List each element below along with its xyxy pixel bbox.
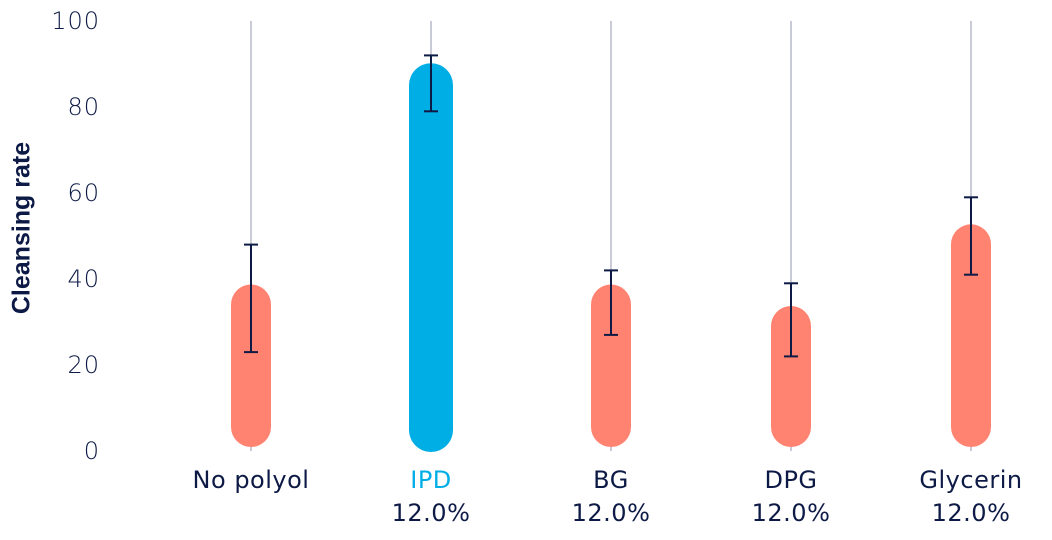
error-bar-ipd: [424, 54, 438, 113]
error-bar-dpg: [784, 282, 798, 358]
bar-dpg: [771, 306, 811, 447]
category-concentration: 12.0%: [571, 499, 651, 527]
category-name: DPG: [764, 466, 818, 494]
bar-no-polyol: [231, 284, 271, 447]
category-name: IPD: [410, 466, 452, 494]
x-label-bg: BG 12.0%: [521, 465, 701, 528]
category-concentration: 12.0%: [391, 499, 471, 527]
bar-ipd: [409, 63, 453, 452]
category-name: No polyol: [192, 466, 310, 494]
y-tick-100: 100: [51, 7, 100, 35]
category-concentration: 12.0%: [751, 499, 831, 527]
bar-bg: [591, 284, 631, 447]
y-tick-20: 20: [67, 351, 100, 379]
bar-glycerin: [951, 224, 991, 447]
x-label-dpg: DPG 12.0%: [701, 465, 881, 528]
x-label-glycerin: Glycerin 12.0%: [881, 465, 1052, 528]
y-tick-80: 80: [67, 93, 100, 121]
x-label-no-polyol: No polyol: [161, 465, 341, 498]
x-label-ipd: IPD 12.0%: [341, 465, 521, 528]
category-name: Glycerin: [919, 466, 1023, 494]
category-name: BG: [593, 466, 629, 494]
y-tick-40: 40: [67, 265, 100, 293]
error-bar-glycerin: [964, 196, 978, 276]
y-tick-0: 0: [83, 437, 100, 465]
error-bar-bg: [604, 269, 618, 336]
error-bar-no-polyol: [244, 243, 258, 354]
y-tick-60: 60: [67, 179, 100, 207]
category-concentration: 12.0%: [931, 499, 1011, 527]
